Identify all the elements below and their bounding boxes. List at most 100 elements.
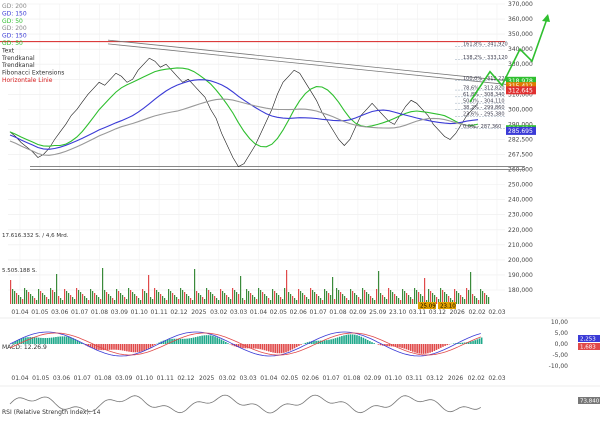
macd-histogram-bar — [339, 337, 341, 344]
time-tick-label-sub: 03.03 — [240, 375, 257, 382]
volume-bar — [488, 297, 489, 304]
volume-bar — [208, 290, 209, 304]
legend-item: GD: 50 — [2, 40, 23, 47]
volume-bar — [204, 299, 205, 304]
macd-histogram-bar — [96, 344, 98, 350]
volume-bar — [400, 300, 401, 304]
macd-histogram-bar — [184, 339, 186, 344]
time-tick-label-sub: 02.06 — [302, 375, 319, 382]
time-tick-label-sub: 2025 — [199, 375, 214, 382]
volume-bar — [84, 296, 85, 304]
time-tick-label-sub: 01.10 — [385, 375, 402, 382]
fibonacci-level-label: 38,2% - 299,860 — [463, 105, 505, 111]
macd-histogram-bar — [481, 338, 483, 344]
rsi-badge-label: 73,840 — [580, 399, 600, 405]
macd-histogram-bar — [378, 344, 380, 345]
price-tick-label: 350,000 — [508, 31, 533, 38]
legend-item: Trendkanal — [1, 62, 35, 69]
volume-bar — [108, 294, 109, 304]
volume-bar — [314, 292, 315, 304]
macd-histogram-bar — [360, 337, 362, 344]
time-tick-label: 02.02 — [469, 309, 486, 316]
macd-histogram-bar — [363, 338, 365, 344]
macd-histogram-bar — [118, 344, 120, 350]
price-tick-label: 200,000 — [508, 257, 533, 264]
macd-histogram-bar — [333, 339, 335, 344]
volume-bar — [164, 298, 165, 304]
volume-bar — [254, 297, 255, 304]
volume-bar — [66, 291, 67, 304]
volume-bar — [138, 298, 139, 304]
price-tick-label: 250,000 — [508, 182, 533, 189]
time-tick-label: 01.05 — [31, 309, 48, 316]
trend-channel-upper — [108, 40, 515, 81]
volume-bar — [404, 291, 405, 304]
volume-bar — [74, 299, 75, 304]
volume-bar — [56, 274, 57, 304]
volume-bar — [210, 292, 211, 304]
macd-histogram-bar — [296, 344, 298, 347]
macd-histogram-bar — [55, 337, 57, 344]
volume-bar — [134, 294, 135, 304]
volume-bar — [294, 298, 295, 304]
macd-histogram-bar — [423, 344, 425, 354]
macd-label: MACD: 12.26.9 — [2, 344, 47, 351]
volume-bar — [410, 297, 411, 304]
time-tick-label-sub: 03.11 — [405, 375, 422, 382]
macd-histogram-bar — [401, 344, 403, 348]
price-tick-label: 260,000 — [508, 167, 533, 174]
macd-histogram-bar — [343, 335, 345, 344]
volume-bar — [322, 300, 323, 304]
time-tick-label-sub: 01.04 — [11, 375, 28, 382]
volume-bar — [476, 298, 477, 304]
time-tick-label: 03.02 — [210, 309, 227, 316]
time-tick-label: 03.11 — [409, 309, 426, 316]
fibonacci-level-label: 50,0% - 304,110 — [463, 99, 505, 105]
volume-bar — [48, 299, 49, 304]
price-badge-label: 312.645 — [508, 87, 533, 94]
volume-bar — [370, 296, 371, 304]
volume-bar — [14, 291, 15, 304]
volume-bar — [354, 293, 355, 304]
volume-bar — [18, 295, 19, 304]
volume-bar — [334, 299, 335, 304]
volume-bar — [268, 298, 269, 304]
macd-histogram-bar — [154, 344, 156, 345]
volume-bar — [468, 290, 469, 304]
volume-bar — [10, 280, 11, 304]
macd-histogram-bar — [219, 338, 221, 344]
volume-bar — [304, 295, 305, 304]
volume-bar — [250, 293, 251, 304]
macd-histogram-bar — [188, 338, 190, 344]
volume-bar — [12, 289, 13, 304]
time-tick-label: 23.10 — [389, 309, 406, 316]
macd-histogram-bar — [369, 341, 371, 344]
time-tick-label-sub: 03.09 — [115, 375, 132, 382]
volume-bar — [258, 288, 259, 304]
macd-histogram-bar — [137, 344, 139, 352]
legend-item: Text — [1, 47, 15, 54]
volume-bar — [246, 289, 247, 304]
macd-histogram-bar — [40, 338, 42, 344]
macd-histogram-bar — [421, 344, 423, 354]
volume-bar — [464, 299, 465, 304]
time-tick-label-sub: 01.11 — [157, 375, 174, 382]
volume-bar — [248, 291, 249, 304]
time-tick-label-sub: 01.08 — [94, 375, 111, 382]
macd-histogram-bar — [38, 338, 40, 344]
volume-bar — [82, 294, 83, 304]
volume-bar — [174, 295, 175, 304]
volume-bar — [362, 288, 363, 304]
volume-bar — [310, 288, 311, 304]
volume-bar — [486, 295, 487, 304]
time-tick-label: 02.03 — [488, 309, 505, 316]
volume-bar — [414, 288, 415, 304]
fibonacci-level-label: 61,8% - 308,340 — [463, 92, 505, 98]
time-tick-label-sub: 01.07 — [74, 375, 91, 382]
macd-histogram-bar — [446, 344, 448, 345]
macd-histogram-bar — [386, 344, 388, 346]
macd-histogram-bar — [255, 344, 257, 349]
macd-histogram-bar — [270, 344, 272, 352]
macd-histogram-bar — [348, 335, 350, 344]
volume-bar — [114, 300, 115, 304]
